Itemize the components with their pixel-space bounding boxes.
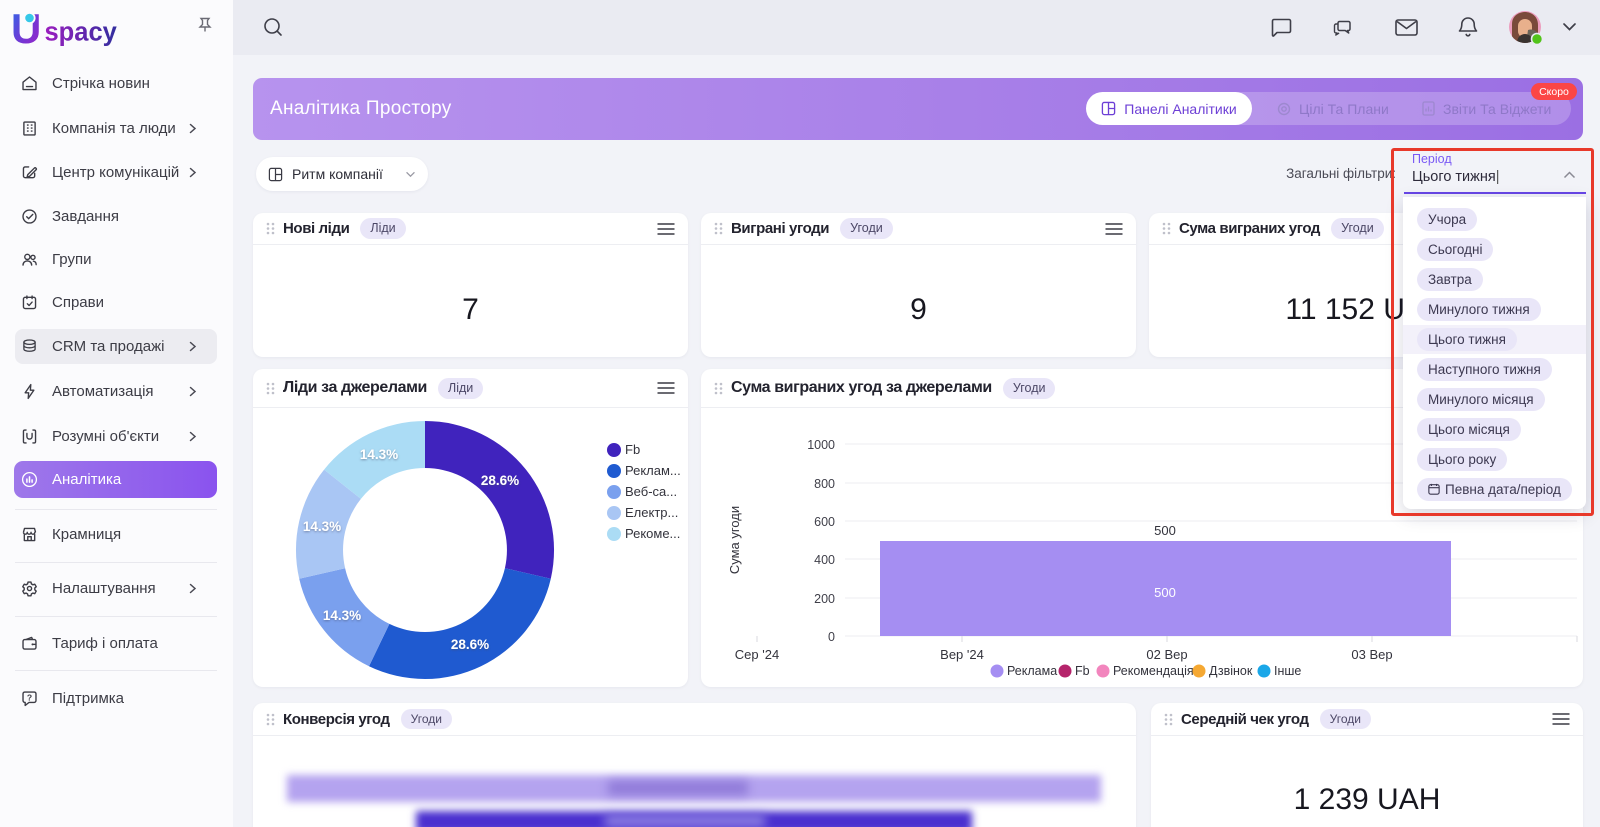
svg-text:Сер '24: Сер '24 <box>735 647 779 662</box>
svg-text:?: ? <box>27 692 32 702</box>
svg-text:Вер '24: Вер '24 <box>940 647 984 662</box>
svg-text:Рекомендація: Рекомендація <box>1113 664 1194 678</box>
svg-text:Fb: Fb <box>1075 664 1090 678</box>
svg-text:03 Вер: 03 Вер <box>1351 647 1392 662</box>
svg-text:Дзвінок: Дзвінок <box>1209 664 1253 678</box>
svg-text:28.6%: 28.6% <box>451 637 489 652</box>
svg-text:14.3%: 14.3% <box>303 519 341 534</box>
svg-text:500: 500 <box>1154 585 1176 600</box>
svg-text:14.3%: 14.3% <box>360 447 398 462</box>
svg-text:02 Вер: 02 Вер <box>1146 647 1187 662</box>
svg-text:spacy: spacy <box>45 19 118 47</box>
svg-text:500: 500 <box>1154 523 1176 538</box>
svg-text:Сума угоди: Сума угоди <box>727 506 742 574</box>
svg-text:Реклама: Реклама <box>1007 664 1057 678</box>
svg-text:800: 800 <box>814 477 835 491</box>
svg-text:28.6%: 28.6% <box>481 473 519 488</box>
svg-text:200: 200 <box>814 592 835 606</box>
svg-text:Реклам...: Реклам... <box>625 463 681 478</box>
svg-text:Електр...: Електр... <box>625 505 678 520</box>
svg-text:14.3%: 14.3% <box>323 608 361 623</box>
svg-text:Веб-са...: Веб-са... <box>625 484 677 499</box>
svg-text:0: 0 <box>828 630 835 644</box>
svg-text:600: 600 <box>814 515 835 529</box>
svg-text:Fb: Fb <box>625 442 640 457</box>
svg-text:Інше: Інше <box>1274 664 1301 678</box>
svg-text:1000: 1000 <box>807 438 835 452</box>
svg-text:400: 400 <box>814 553 835 567</box>
svg-text:Рекоме...: Рекоме... <box>625 526 680 541</box>
